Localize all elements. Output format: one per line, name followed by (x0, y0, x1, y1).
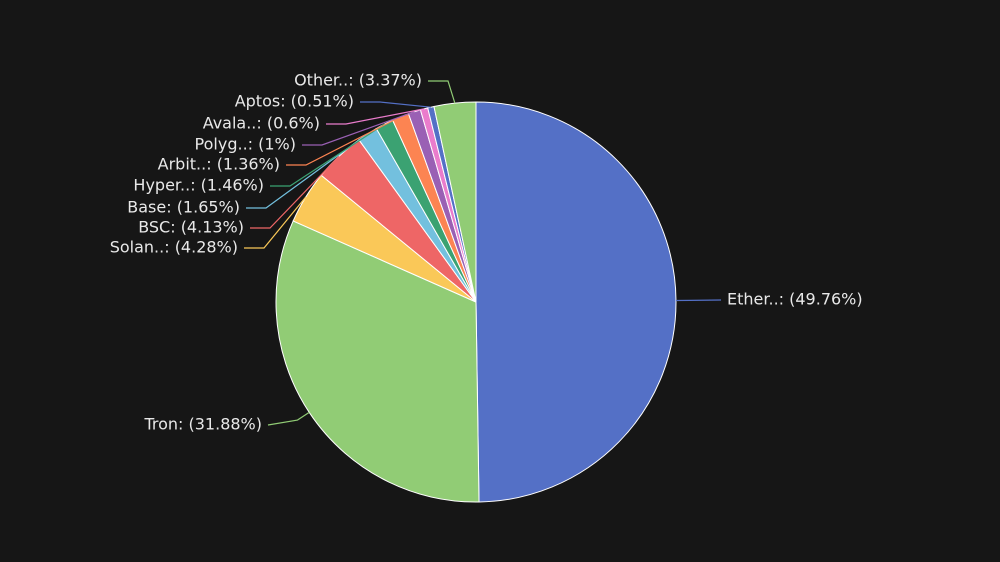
data-label: Tron: (31.88%) (143, 415, 262, 434)
leader-line (250, 155, 340, 229)
pie-slice (275, 220, 480, 503)
data-label: Avala..: (0.6%) (203, 114, 320, 133)
leader-line (244, 196, 307, 249)
pie-slice (433, 101, 477, 303)
leader-line (302, 111, 415, 146)
data-label: Base: (1.65%) (127, 198, 240, 217)
leader-line (428, 80, 456, 104)
pie-slice (475, 101, 677, 503)
leader-line (267, 411, 310, 426)
leader-line (286, 116, 401, 166)
leader-line (270, 123, 385, 187)
leader-line (246, 133, 368, 209)
data-label: Other..: (3.37%) (294, 71, 422, 90)
data-label: Arbit..: (1.36%) (158, 155, 280, 174)
data-label: Hyper..: (1.46%) (133, 176, 264, 195)
leader-line (326, 108, 425, 125)
data-label: Aptos: (0.51%) (235, 92, 354, 111)
data-label: BSC: (4.13%) (138, 218, 244, 237)
leader-line (360, 101, 431, 108)
data-label: Polyg..: (1%) (195, 135, 296, 154)
data-label: Solan..: (4.28%) (110, 238, 238, 257)
data-label: Ether..: (49.76%) (727, 290, 863, 309)
